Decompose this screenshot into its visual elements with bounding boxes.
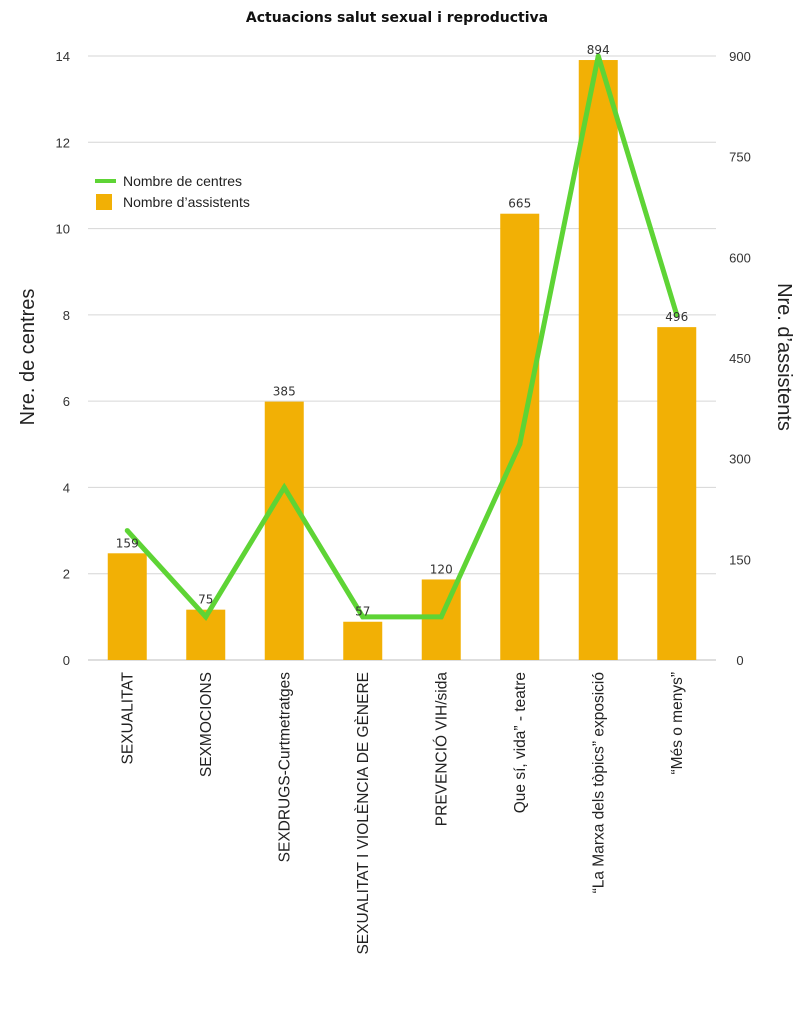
bar <box>264 401 304 660</box>
bar <box>343 621 383 660</box>
line-path <box>125 55 680 622</box>
y-left-tick-label: 14 <box>56 49 70 64</box>
y-left-tick-label: 12 <box>56 135 70 150</box>
line-point <box>203 614 209 620</box>
y-left-tick-label: 0 <box>63 653 70 668</box>
line-point <box>281 484 287 490</box>
legend-label-centres: Nombre de centres <box>123 173 242 189</box>
x-category-label: “Més o menys” <box>669 672 686 775</box>
bar-data-label: 496 <box>665 310 688 324</box>
y-left-tick-label: 8 <box>63 308 70 323</box>
line-point <box>438 614 444 620</box>
category-labels: SEXUALITAT SEXMOCIONS SEXDRUGS-Curtmetratg… <box>119 671 686 954</box>
line-point <box>360 614 366 620</box>
bar-data-label: 665 <box>508 197 531 211</box>
bar-data-label: 894 <box>587 43 610 57</box>
y-right-tick-label: 600 <box>729 250 751 265</box>
y-right-tick-label: 150 <box>729 552 751 567</box>
bar-data-label: 159 <box>116 536 139 550</box>
legend-bar-swatch <box>96 194 112 210</box>
x-category-label: SEXMOCIONS <box>198 672 215 777</box>
y-right-tick-label: 300 <box>729 452 751 467</box>
line-point <box>674 312 680 318</box>
bar <box>107 553 147 660</box>
bar <box>578 60 618 660</box>
line-point <box>595 53 601 59</box>
bar-data-label: 120 <box>430 562 453 576</box>
chart-title: Actuacions salut sexual i reproductiva <box>246 10 548 26</box>
legend-label-assistents: Nombre d’assistents <box>123 194 250 210</box>
right-axis-ticks: 0 150 300 450 600 750 900 <box>729 49 751 668</box>
x-category-label: SEXDRUGS-Curtmetratges <box>276 672 293 863</box>
y-axis-left-label: Nre. de centres <box>17 289 39 426</box>
y-left-tick-label: 6 <box>63 394 70 409</box>
bar-data-label: 75 <box>198 593 213 607</box>
bar-data-label: 57 <box>355 605 370 619</box>
legend: Nombre de centres Nombre d’assistents <box>95 173 250 210</box>
left-axis-ticks: 0 2 4 6 8 10 12 14 <box>56 49 70 668</box>
y-axis-right-label: Nre. d’assistents <box>773 283 794 431</box>
y-left-tick-label: 10 <box>56 222 70 237</box>
bars <box>107 60 697 660</box>
y-left-tick-label: 4 <box>63 480 70 495</box>
y-right-tick-label: 750 <box>729 150 751 165</box>
line-series <box>124 53 680 622</box>
x-category-label: Que sí, vida” - teatre <box>512 672 529 813</box>
x-category-label: SEXUALITAT I VIOLÈNCIA DE GÈNERE <box>355 672 372 955</box>
bar-data-label: 385 <box>273 385 296 399</box>
line-point <box>124 528 130 534</box>
data-labels: 159 75 385 57 120 665 894 496 <box>116 43 688 619</box>
y-right-tick-label: 900 <box>729 49 751 64</box>
x-category-label: SEXUALITAT <box>119 671 136 764</box>
y-right-tick-label: 0 <box>736 653 743 668</box>
gridlines <box>88 55 716 661</box>
x-category-label: PREVENCIÓ VIH/sida <box>433 672 450 827</box>
bar <box>657 327 697 660</box>
line-point <box>517 441 523 447</box>
y-right-tick-label: 450 <box>729 351 751 366</box>
y-left-tick-label: 2 <box>63 567 70 582</box>
x-category-label: “La Marxa dels tòpics” exposició <box>590 672 607 893</box>
